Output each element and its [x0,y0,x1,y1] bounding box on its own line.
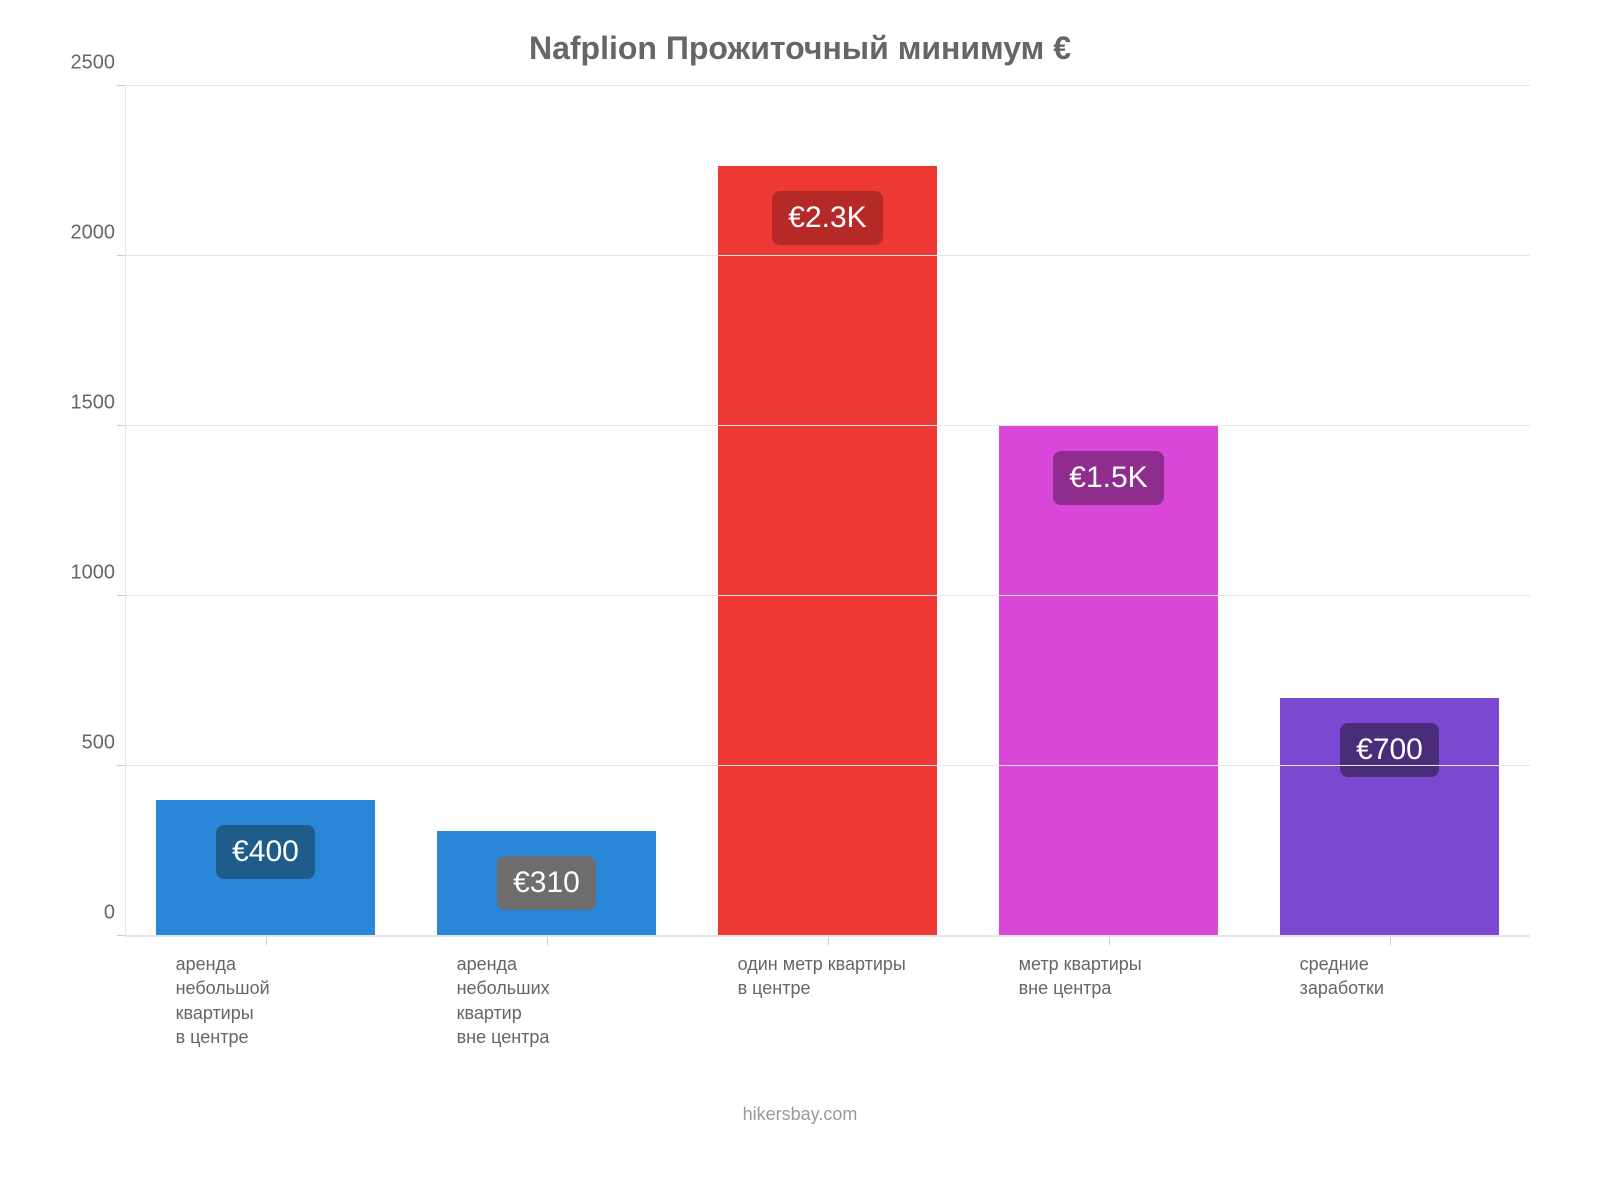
y-tick-label: 1000 [40,562,115,585]
bar-slot: €700 [1249,87,1530,936]
x-axis-label: средние заработки [1249,952,1530,1001]
bar: €310 [437,831,656,936]
grid-line [125,255,1530,256]
x-axis-label: один метр квартиры в центре [687,952,968,1001]
x-tick-mark [1390,937,1391,945]
bar-value-badge: €400 [216,825,315,879]
y-tick-mark [117,425,125,426]
x-tick-mark [828,937,829,945]
x-axis-label: аренда небольшой квартиры в центре [125,952,406,1049]
y-tick-mark [117,595,125,596]
x-label-slot: аренда небольших квартир вне центра [406,952,687,1049]
x-axis-label: аренда небольших квартир вне центра [406,952,687,1049]
grid-line [125,85,1530,86]
bar-slot: €400 [125,87,406,936]
bar-slot: €2.3K [687,87,968,936]
bar-slot: €1.5K [968,87,1249,936]
y-tick-mark [117,935,125,936]
x-axis-label: метр квартиры вне центра [968,952,1249,1001]
x-label-slot: аренда небольшой квартиры в центре [125,952,406,1049]
bar-value-badge: €700 [1340,723,1439,777]
plot-area: €400€310€2.3K€1.5K€700 05001000150020002… [125,87,1530,937]
grid-line [125,425,1530,426]
x-axis-labels: аренда небольшой квартиры в центреаренда… [125,952,1530,1049]
y-tick-label: 500 [40,732,115,755]
bar-slot: €310 [406,87,687,936]
bar: €700 [1280,698,1499,936]
bar: €2.3K [718,166,937,936]
x-tick-mark [1109,937,1110,945]
x-label-slot: один метр квартиры в центре [687,952,968,1049]
y-tick-label: 2000 [40,222,115,245]
bar-value-badge: €1.5K [1053,451,1163,505]
y-tick-mark [117,255,125,256]
y-tick-mark [117,85,125,86]
x-label-slot: метр квартиры вне центра [968,952,1249,1049]
y-tick-label: 2500 [40,52,115,75]
bar-value-badge: €310 [497,856,596,910]
chart-footer: hikersbay.com [40,1104,1560,1125]
grid-line [125,765,1530,766]
x-label-slot: средние заработки [1249,952,1530,1049]
grid-line [125,935,1530,936]
bar: €1.5K [999,426,1218,936]
chart-title: Nafplion Прожиточный минимум € [40,30,1560,67]
bar: €400 [156,800,375,936]
bar-value-badge: €2.3K [772,191,882,245]
y-tick-mark [117,765,125,766]
bars-row: €400 €310 €2.3K €1.5K €700 [125,87,1530,936]
grid-line [125,595,1530,596]
chart-container: Nafplion Прожиточный минимум € €400€310€… [0,0,1600,1200]
x-tick-mark [547,937,548,945]
x-tick-mark [266,937,267,945]
y-tick-label: 0 [40,902,115,925]
y-tick-label: 1500 [40,392,115,415]
